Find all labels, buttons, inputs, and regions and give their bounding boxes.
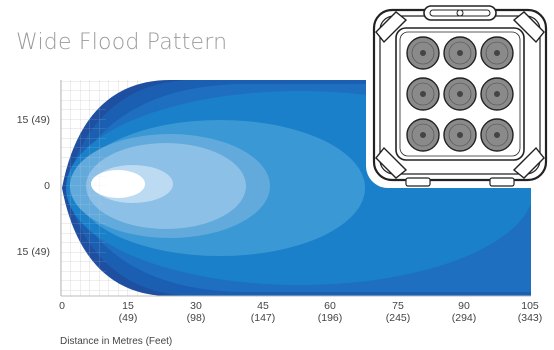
x-tick-label: 15 (49)	[118, 300, 138, 324]
9-led-light-pod-icon	[372, 5, 548, 187]
y-tick-label: 15 (49)	[16, 246, 50, 258]
y-tick-label: 15 (49)	[16, 114, 50, 126]
x-tick-label: 90 (294)	[451, 300, 477, 324]
x-tick-label: 45 (147)	[250, 300, 276, 324]
x-tick-label: 60 (196)	[317, 300, 343, 324]
y-tick-label: 0	[44, 180, 50, 192]
x-tick-label: 30 (98)	[186, 300, 206, 324]
x-tick-label: 105 (343)	[517, 300, 543, 324]
product-image	[366, 2, 554, 188]
x-axis-caption: Distance in Metres (Feet)	[60, 336, 173, 347]
x-tick-label: 0	[59, 300, 65, 312]
grid-overlay	[61, 80, 106, 296]
x-tick-label: 75 (245)	[385, 300, 411, 324]
chart-title: Wide Flood Pattern	[16, 30, 228, 55]
